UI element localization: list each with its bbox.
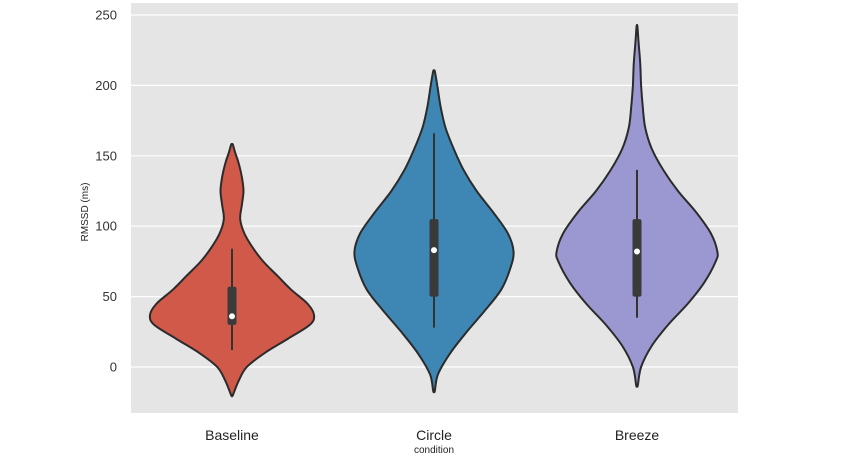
y-tick-labels: 0 50 100 150 200 250: [95, 8, 117, 375]
iqr-box: [632, 219, 642, 297]
median-point: [431, 247, 437, 254]
y-tick-label: 100: [95, 219, 117, 234]
x-tick-label: Baseline: [205, 427, 259, 443]
violin-breeze: [555, 24, 719, 388]
violin-baseline: [148, 142, 316, 398]
iqr-box: [429, 219, 439, 297]
x-tick-labels: Baseline Circle Breeze: [205, 427, 659, 443]
x-tick-label: Breeze: [615, 427, 660, 443]
median-point: [229, 313, 235, 320]
y-tick-label: 50: [103, 289, 117, 304]
x-axis-title: condition: [414, 445, 454, 456]
violins: [148, 24, 719, 398]
y-tick-label: 250: [95, 8, 117, 23]
y-axis-title: RMSSD (ms): [80, 183, 91, 242]
y-tick-label: 0: [110, 360, 117, 375]
violin-circle: [353, 69, 515, 394]
y-tick-label: 150: [95, 148, 117, 163]
median-point: [634, 248, 640, 255]
x-tick-label: Circle: [416, 427, 452, 443]
y-tick-label: 200: [95, 78, 117, 93]
